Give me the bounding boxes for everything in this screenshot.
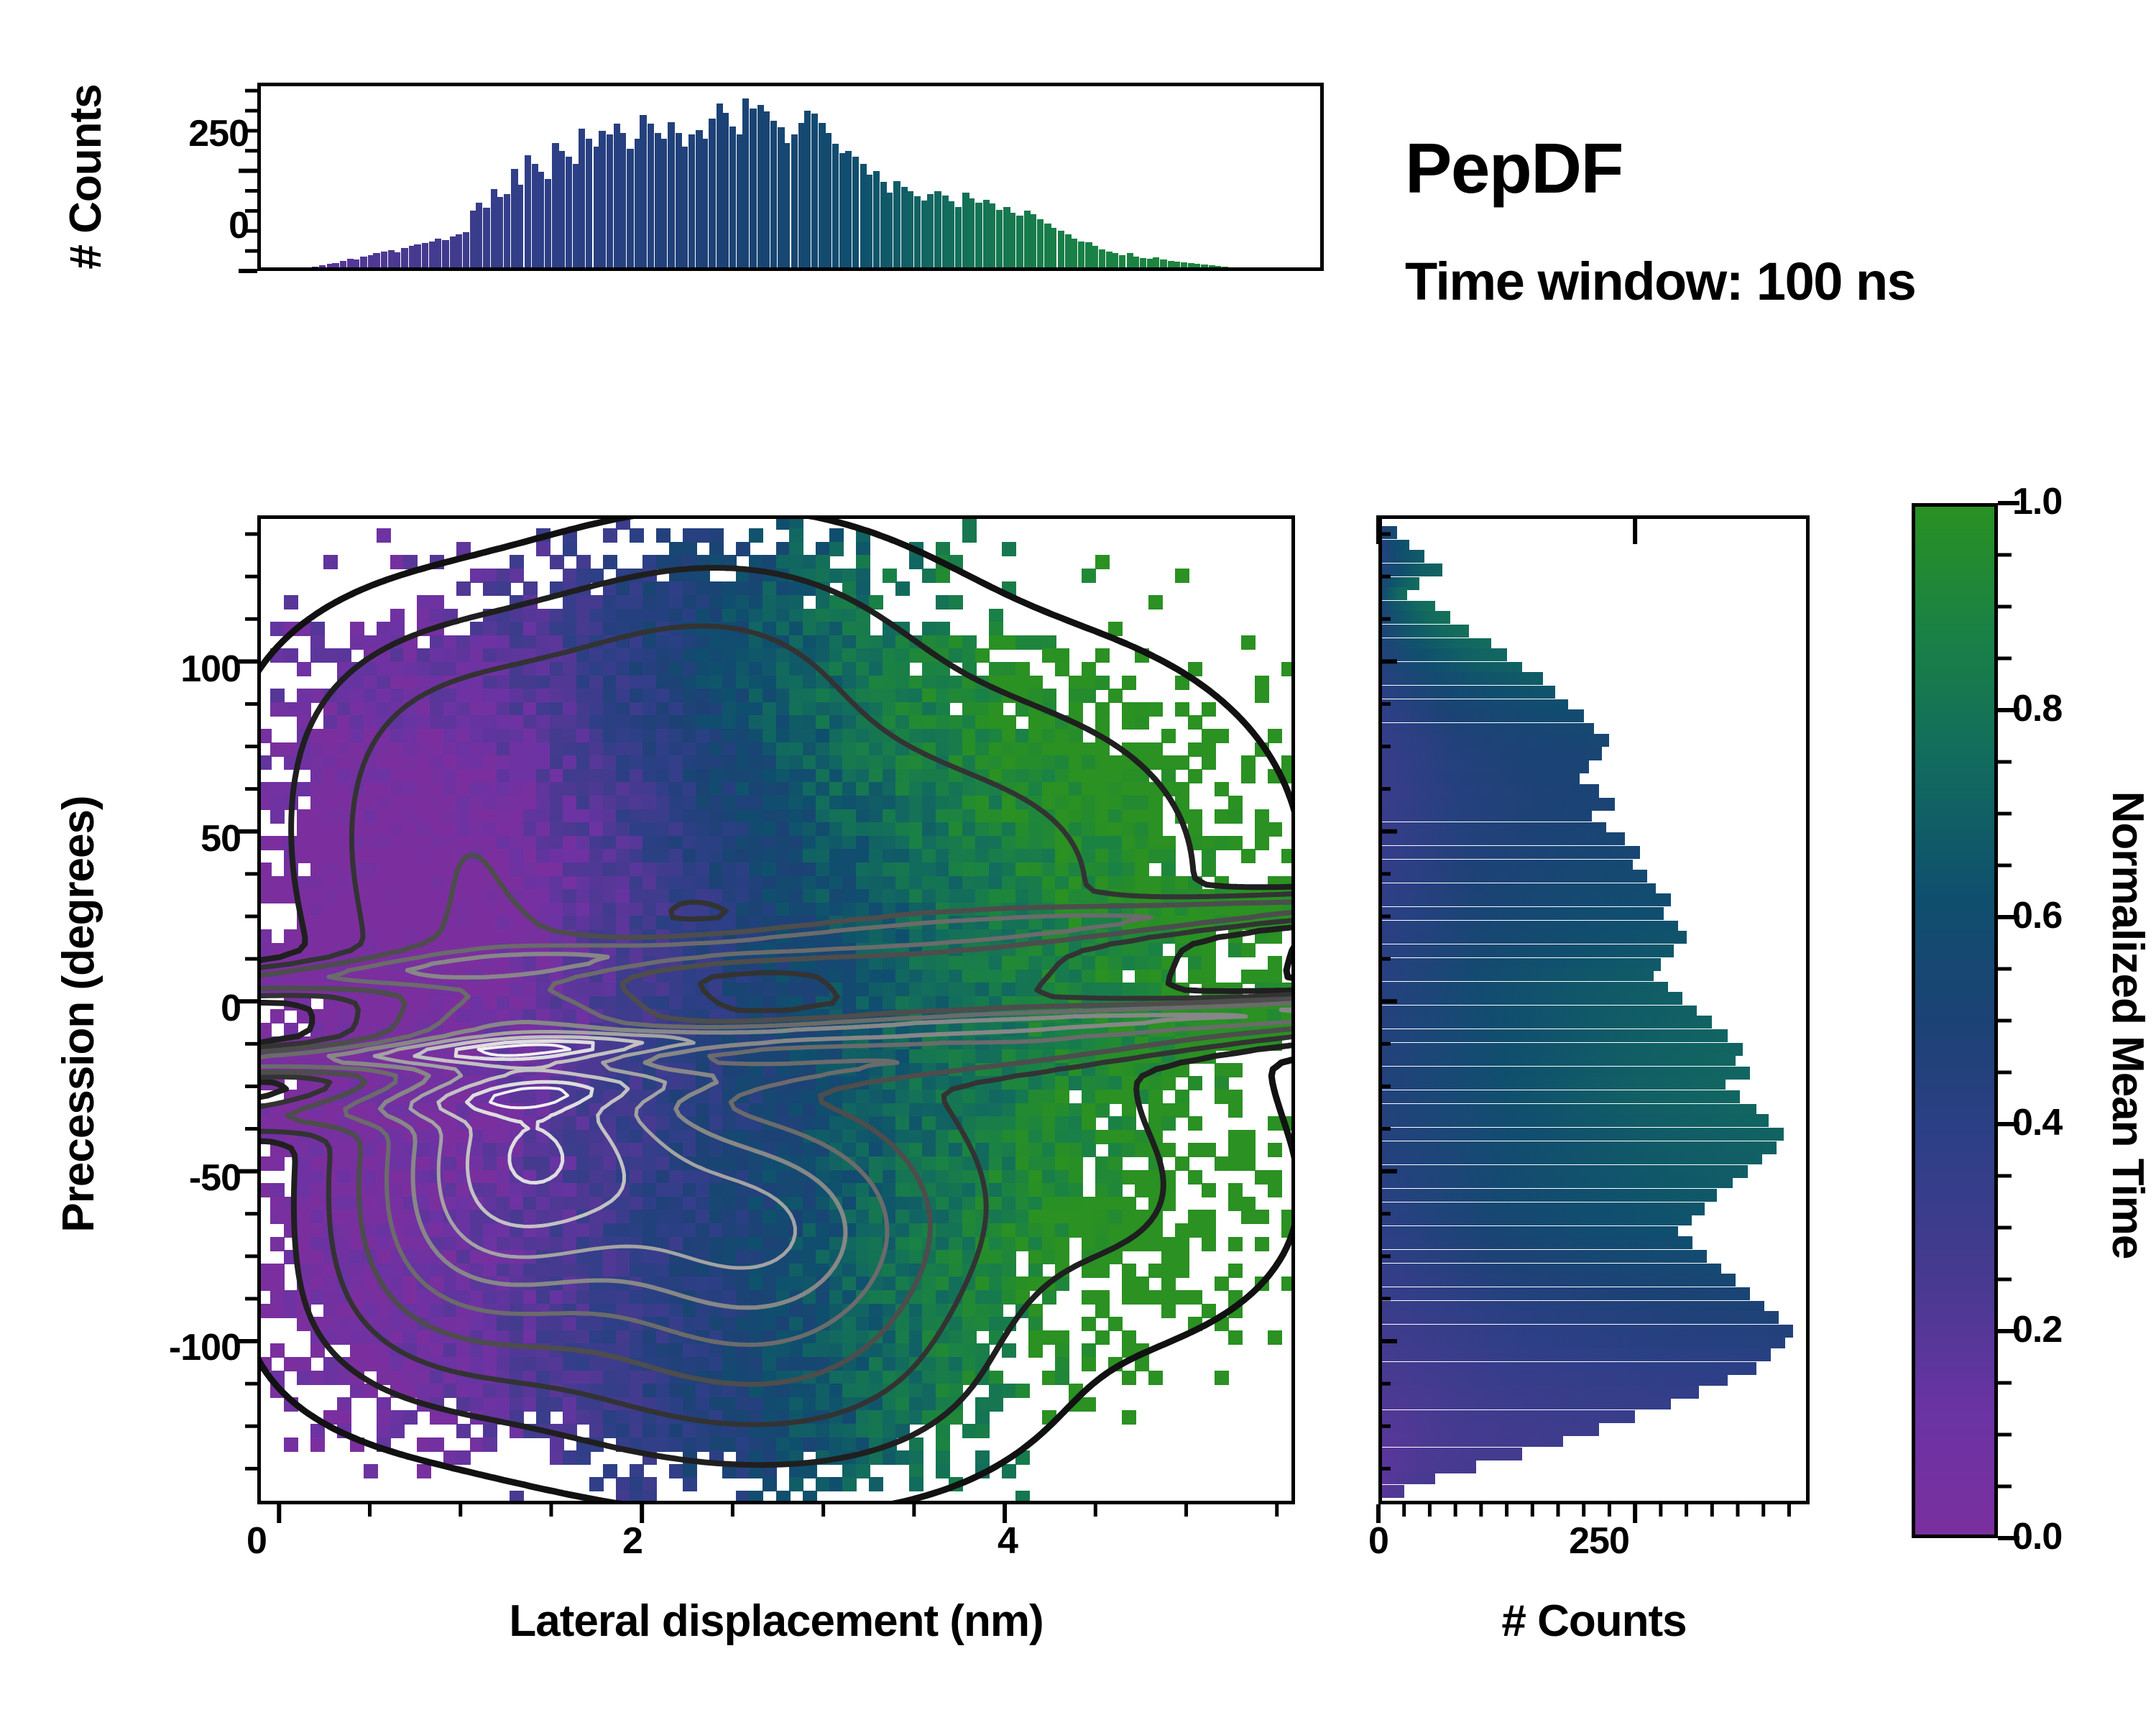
main-ytick-0: 0 — [221, 988, 241, 1029]
top-ytick-250: 250 — [188, 113, 249, 155]
colorbar-tick-0-4: 0.4 — [2012, 1102, 2063, 1144]
right-xlabel: # Counts — [1501, 1596, 1687, 1646]
main-xtick-2: 2 — [622, 1520, 643, 1562]
colorbar-tick-0-8: 0.8 — [2012, 688, 2063, 730]
main-ytick-neg50: -50 — [188, 1157, 241, 1199]
figure-title: PepDF — [1405, 129, 1623, 208]
top-ylabel: # Counts — [61, 84, 111, 270]
top-histogram-ticks — [216, 72, 359, 302]
right-histogram-ticks — [1365, 503, 1840, 1538]
main-ytick-100: 100 — [180, 648, 241, 690]
main-ytick-50: 50 — [201, 818, 241, 860]
right-xtick-250: 250 — [1569, 1520, 1630, 1562]
main-xtick-4: 4 — [998, 1520, 1018, 1562]
colorbar-ticks — [1912, 489, 2041, 1552]
main-ytick-neg100: -100 — [168, 1327, 241, 1368]
colorbar-tick-0-6: 0.6 — [2012, 895, 2063, 937]
top-ytick-0: 0 — [229, 205, 249, 247]
figure-subtitle: Time window: 100 ns — [1405, 252, 1917, 311]
main-xtick-0: 0 — [247, 1520, 267, 1562]
main-ylabel: Precession (degrees) — [54, 796, 103, 1233]
colorbar-tick-0-2: 0.2 — [2012, 1309, 2063, 1351]
colorbar-tick-0-0: 0.0 — [2012, 1516, 2063, 1558]
colorbar-tick-1-0: 1.0 — [2012, 481, 2063, 523]
colorbar-label: Normalized Mean Time — [2103, 791, 2152, 1259]
top-histogram-canvas — [257, 83, 1324, 271]
right-xtick-0: 0 — [1368, 1520, 1389, 1562]
main-xlabel: Lateral displacement (nm) — [509, 1596, 1044, 1646]
main-plot-ticks — [216, 503, 1337, 1581]
